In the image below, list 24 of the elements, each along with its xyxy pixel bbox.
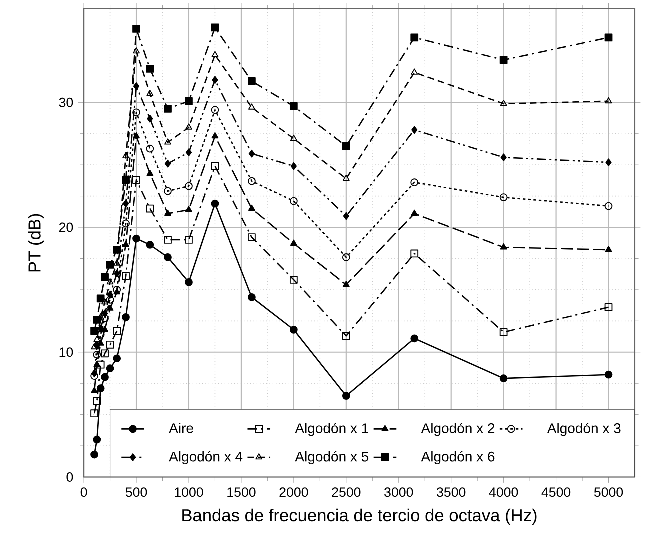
y-tick-label: 10	[60, 348, 74, 357]
y-tick-label: 0	[66, 472, 74, 482]
legend-label: Algodón x 3	[547, 422, 621, 436]
x-tick-label: 0	[80, 488, 88, 497]
x-tick-label: 3000	[384, 488, 414, 497]
x-axis-title: Bandas de frecuencia de tercio de octava (Hz)	[182, 508, 537, 525]
y-tick-label: 20	[59, 222, 74, 232]
legend-label: Aire	[169, 422, 194, 434]
legend-label: Algodón x 1	[295, 422, 368, 436]
legend-label: Algodón x 2	[421, 422, 495, 436]
y-axis-title: PT (dB)	[28, 214, 44, 272]
x-tick-label: 2500	[332, 488, 361, 497]
x-tick-label: 4500	[542, 488, 571, 497]
x-tick-label: 3500	[437, 488, 466, 497]
legend-label: Algodón x 6	[421, 451, 495, 464]
x-tick-label: 1500	[228, 488, 256, 497]
x-tick-label: 2000	[280, 488, 308, 497]
legend-label: Algodón x 5	[295, 451, 369, 464]
x-tick-label: 1000	[175, 488, 204, 497]
x-tick-label: 5000	[594, 488, 624, 497]
x-tick-label: 4000	[489, 488, 518, 497]
legend-label: Algodón x 4	[169, 451, 243, 464]
x-tick-label: 500	[126, 488, 148, 497]
y-tick-label: 30	[59, 98, 74, 108]
